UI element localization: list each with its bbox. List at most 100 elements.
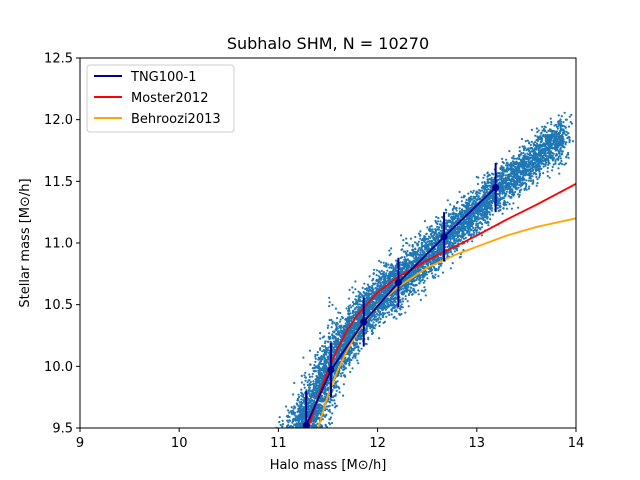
scatter-point [360,347,363,350]
scatter-point [308,375,312,378]
scatter-point [556,127,560,130]
scatter-point [512,157,515,160]
scatter-point [538,172,542,175]
scatter-point [532,180,535,184]
scatter-point [431,230,434,233]
scatter-point [351,356,354,359]
scatter-point [356,359,359,362]
scatter-point [319,356,322,359]
scatter-point [325,347,328,350]
scatter-point [301,417,304,420]
scatter-point [460,200,463,203]
scatter-point [546,166,549,170]
scatter-point [348,361,351,364]
scatter-point [445,211,448,214]
scatter-point [418,234,422,237]
scatter-point [518,181,522,184]
scatter-point [516,193,520,196]
scatter-point [510,175,514,178]
scatter-point [300,381,303,384]
scatter-point [345,343,348,346]
scatter-point [558,172,561,175]
scatter-point [416,252,419,255]
scatter-point [527,168,531,171]
scatter-point [570,113,573,116]
scatter-point [363,282,366,285]
scatter-point [321,350,324,353]
scatter-point [471,240,474,243]
scatter-point [520,173,523,176]
scatter-point [321,357,324,360]
scatter-point [445,209,448,212]
scatter-point [446,253,449,257]
scatter-point [404,297,407,301]
scatter-point [437,275,440,278]
scatter-point [451,237,454,240]
scatter-point [502,203,505,206]
scatter-point [414,235,417,239]
scatter-point [287,409,290,412]
scatter-point [317,365,321,368]
scatter-point [559,144,562,147]
scatter-point [488,173,491,176]
scatter-point [471,223,474,226]
scatter-point [330,326,333,329]
scatter-point [316,422,319,425]
scatter-point [447,214,450,217]
scatter-point [455,237,458,240]
scatter-point [434,276,437,279]
scatter-point [314,353,317,356]
scatter-point [324,345,327,348]
scatter-point [550,120,553,124]
scatter-point [372,326,375,329]
scatter-point [544,164,547,167]
scatter-point [502,161,505,165]
scatter-point [376,284,379,287]
scatter-point [377,309,380,312]
scatter-point [532,162,535,165]
scatter-point [477,216,480,219]
scatter-point [549,117,552,120]
scatter-point [439,229,442,232]
scatter-point [559,162,562,165]
scatter-point [504,195,507,198]
scatter-point [519,179,522,182]
scatter-point [402,239,405,242]
scatter-point [486,180,489,183]
scatter-point [347,305,350,308]
scatter-point [489,206,492,209]
scatter-point [408,252,411,255]
scatter-point [285,405,288,408]
scatter-point [326,400,329,403]
scatter-point [420,243,423,246]
scatter-point [352,349,355,352]
scatter-point [320,367,323,370]
scatter-point [449,213,452,216]
scatter-point [327,398,330,401]
scatter-point [318,367,321,370]
scatter-point [544,152,547,155]
scatter-point [475,175,478,178]
scatter-point [330,421,334,425]
scatter-point [486,185,489,188]
scatter-point [565,133,568,136]
scatter-point [436,255,439,258]
scatter-point [496,174,499,177]
scatter-point [373,268,376,271]
scatter-point [314,355,317,358]
scatter-point [339,329,342,332]
scatter-point [339,318,342,321]
scatter-point [453,250,456,253]
scatter-point [512,154,515,158]
scatter-point [496,172,499,175]
scatter-point [529,143,532,146]
scatter-point [455,249,459,252]
scatter-point [400,263,403,266]
scatter-point [508,203,511,206]
scatter-point [562,128,565,131]
scatter-point [527,147,530,150]
scatter-point [448,245,451,248]
scatter-point [543,125,546,128]
scatter-point [534,156,537,159]
scatter-point [399,256,402,260]
